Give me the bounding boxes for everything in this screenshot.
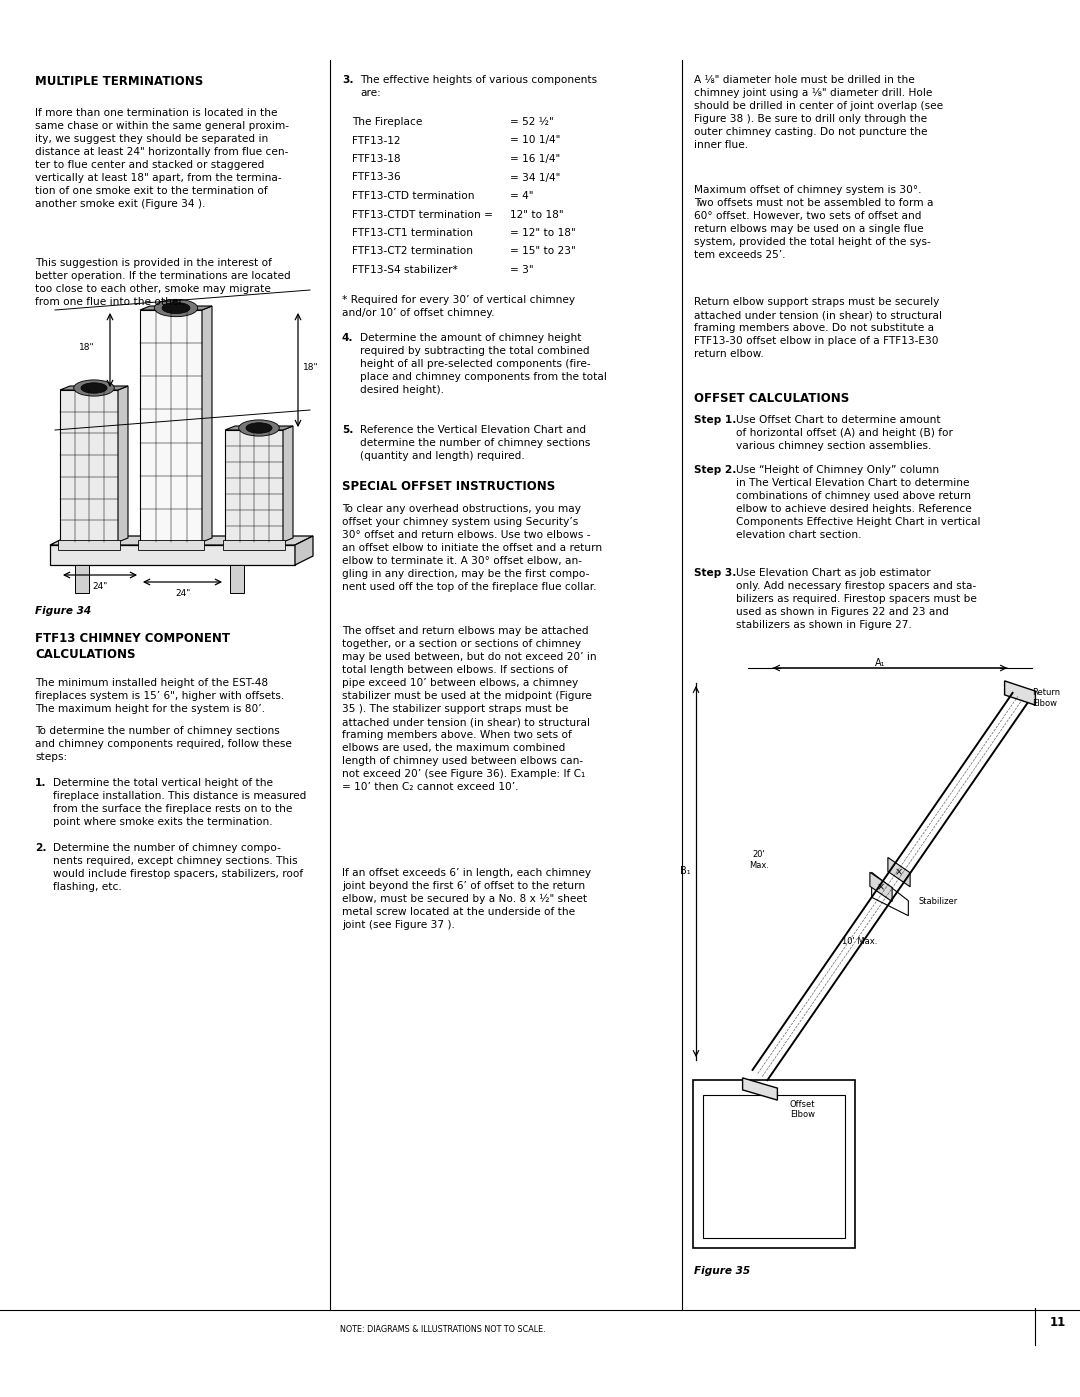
Polygon shape xyxy=(225,430,283,542)
Text: = 34 1/4": = 34 1/4" xyxy=(510,172,561,183)
Text: FTF13-CT2 termination: FTF13-CT2 termination xyxy=(352,246,473,257)
Text: A ⅛" diameter hole must be drilled in the
chimney joint using a ⅛" diameter dril: A ⅛" diameter hole must be drilled in th… xyxy=(694,75,943,151)
Text: Return elbow support straps must be securely
attached under tension (in shear) t: Return elbow support straps must be secu… xyxy=(694,298,942,359)
Text: MULTIPLE TERMINATIONS: MULTIPLE TERMINATIONS xyxy=(35,75,203,88)
Ellipse shape xyxy=(162,302,190,313)
Text: = 3": = 3" xyxy=(510,265,534,275)
Polygon shape xyxy=(869,872,892,901)
Polygon shape xyxy=(225,426,293,430)
Text: This suggestion is provided in the interest of
better operation. If the terminat: This suggestion is provided in the inter… xyxy=(35,258,291,307)
Polygon shape xyxy=(230,564,244,592)
Polygon shape xyxy=(75,564,89,592)
Text: FTF13-18: FTF13-18 xyxy=(352,154,401,163)
Polygon shape xyxy=(703,1095,845,1238)
Polygon shape xyxy=(138,541,204,550)
Text: ×: × xyxy=(877,882,886,891)
Ellipse shape xyxy=(246,423,272,433)
Text: 11: 11 xyxy=(1050,1316,1066,1329)
Polygon shape xyxy=(60,390,118,542)
Ellipse shape xyxy=(239,420,280,436)
Text: Determine the number of chimney compo-
nents required, except chimney sections. : Determine the number of chimney compo- n… xyxy=(53,842,303,893)
Text: FTF13-S4 stabilizer*: FTF13-S4 stabilizer* xyxy=(352,265,458,275)
Text: 2.: 2. xyxy=(35,842,46,854)
Text: 3.: 3. xyxy=(342,75,353,85)
Polygon shape xyxy=(140,310,202,542)
Text: Return
Elbow: Return Elbow xyxy=(1032,689,1061,708)
Text: Offset
Elbow: Offset Elbow xyxy=(789,1099,815,1119)
Text: 12" to 18": 12" to 18" xyxy=(510,210,564,219)
Text: 18": 18" xyxy=(303,363,319,373)
Text: = 16 1/4": = 16 1/4" xyxy=(510,154,561,163)
Text: FTF13-CTDT termination =: FTF13-CTDT termination = xyxy=(352,210,492,219)
Text: 24": 24" xyxy=(92,583,108,591)
Text: B₁: B₁ xyxy=(680,866,691,876)
Text: Reference the Vertical Elevation Chart and
determine the number of chimney secti: Reference the Vertical Elevation Chart a… xyxy=(360,425,591,461)
Text: * Required for every 30’ of vertical chimney
and/or 10’ of offset chimney.: * Required for every 30’ of vertical chi… xyxy=(342,295,576,319)
Text: FTF13-CTD termination: FTF13-CTD termination xyxy=(352,191,474,201)
Text: 24": 24" xyxy=(175,590,191,598)
Text: Use Elevation Chart as job estimator
only. Add necessary firestop spacers and st: Use Elevation Chart as job estimator onl… xyxy=(735,569,977,630)
Text: 5.: 5. xyxy=(342,425,353,434)
Text: 1.: 1. xyxy=(35,778,46,788)
Text: To determine the number of chimney sections
and chimney components required, fol: To determine the number of chimney secti… xyxy=(35,726,292,763)
Text: SPECIAL OFFSET INSTRUCTIONS: SPECIAL OFFSET INSTRUCTIONS xyxy=(342,481,555,493)
Text: FTF13 CHIMNEY COMPONENT
CALCULATIONS: FTF13 CHIMNEY COMPONENT CALCULATIONS xyxy=(35,631,230,661)
Text: A₁: A₁ xyxy=(875,658,886,668)
Polygon shape xyxy=(693,1080,855,1248)
Text: ×: × xyxy=(895,868,903,877)
Text: Figure 34: Figure 34 xyxy=(35,606,91,616)
Ellipse shape xyxy=(246,423,272,433)
Polygon shape xyxy=(50,545,295,564)
Text: The Fireplace: The Fireplace xyxy=(352,117,422,127)
Text: The minimum installed height of the EST-48
fireplaces system is 15’ 6", higher w: The minimum installed height of the EST-… xyxy=(35,678,284,714)
Text: The effective heights of various components
are:: The effective heights of various compone… xyxy=(360,75,597,98)
Polygon shape xyxy=(872,872,908,915)
Text: = 4": = 4" xyxy=(510,191,534,201)
Ellipse shape xyxy=(154,299,198,317)
Text: Stabilizer: Stabilizer xyxy=(919,897,958,907)
Polygon shape xyxy=(202,306,212,542)
Text: Figure 35: Figure 35 xyxy=(694,1266,751,1275)
Text: Step 3.: Step 3. xyxy=(694,569,737,578)
Text: Step 2.: Step 2. xyxy=(694,465,737,475)
Text: Step 1.: Step 1. xyxy=(694,415,737,425)
Ellipse shape xyxy=(81,383,107,393)
Polygon shape xyxy=(118,386,129,542)
Text: The offset and return elbows may be attached
together, or a section or sections : The offset and return elbows may be atta… xyxy=(342,626,596,792)
Text: If more than one termination is located in the
same chase or within the same gen: If more than one termination is located … xyxy=(35,108,289,210)
Text: To clear any overhead obstructions, you may
offset your chimney system using Sec: To clear any overhead obstructions, you … xyxy=(342,504,603,592)
Text: OFFSET CALCULATIONS: OFFSET CALCULATIONS xyxy=(694,393,849,405)
Text: Maximum offset of chimney system is 30°.
Two offsets must not be assembled to fo: Maximum offset of chimney system is 30°.… xyxy=(694,184,933,260)
Polygon shape xyxy=(283,426,293,542)
Ellipse shape xyxy=(162,302,190,313)
Text: Use “Height of Chimney Only” column
in The Vertical Elevation Chart to determine: Use “Height of Chimney Only” column in T… xyxy=(735,465,981,541)
Polygon shape xyxy=(58,541,120,550)
Text: FTF13-12: FTF13-12 xyxy=(352,136,401,145)
Text: Use Offset Chart to determine amount
of horizontal offset (A) and height (B) for: Use Offset Chart to determine amount of … xyxy=(735,415,953,451)
Polygon shape xyxy=(1004,680,1036,705)
Text: NOTE: DIAGRAMS & ILLUSTRATIONS NOT TO SCALE.: NOTE: DIAGRAMS & ILLUSTRATIONS NOT TO SC… xyxy=(340,1324,545,1334)
Text: 18": 18" xyxy=(79,344,95,352)
Text: 10' Max.: 10' Max. xyxy=(842,936,878,946)
Text: FTF13-CT1 termination: FTF13-CT1 termination xyxy=(352,228,473,237)
Polygon shape xyxy=(60,386,129,390)
Text: = 10 1/4": = 10 1/4" xyxy=(510,136,561,145)
Text: Determine the total vertical height of the
fireplace installation. This distance: Determine the total vertical height of t… xyxy=(53,778,307,827)
Ellipse shape xyxy=(81,383,107,393)
Polygon shape xyxy=(295,536,313,564)
Text: FTF13-36: FTF13-36 xyxy=(352,172,401,183)
Ellipse shape xyxy=(73,380,114,397)
Text: = 52 ½": = 52 ½" xyxy=(510,117,554,127)
Polygon shape xyxy=(743,1078,778,1099)
Text: = 12" to 18": = 12" to 18" xyxy=(510,228,576,237)
Polygon shape xyxy=(140,306,212,310)
Polygon shape xyxy=(222,541,285,550)
Text: Determine the amount of chimney height
required by subtracting the total combine: Determine the amount of chimney height r… xyxy=(360,332,607,395)
Text: 4.: 4. xyxy=(342,332,353,344)
Text: 20'
Max.: 20' Max. xyxy=(750,851,769,870)
Text: If an offset exceeds 6’ in length, each chimney
joint beyond the first 6’ of off: If an offset exceeds 6’ in length, each … xyxy=(342,868,591,930)
Polygon shape xyxy=(888,858,910,887)
Text: = 15" to 23": = 15" to 23" xyxy=(510,246,576,257)
Polygon shape xyxy=(50,536,313,545)
